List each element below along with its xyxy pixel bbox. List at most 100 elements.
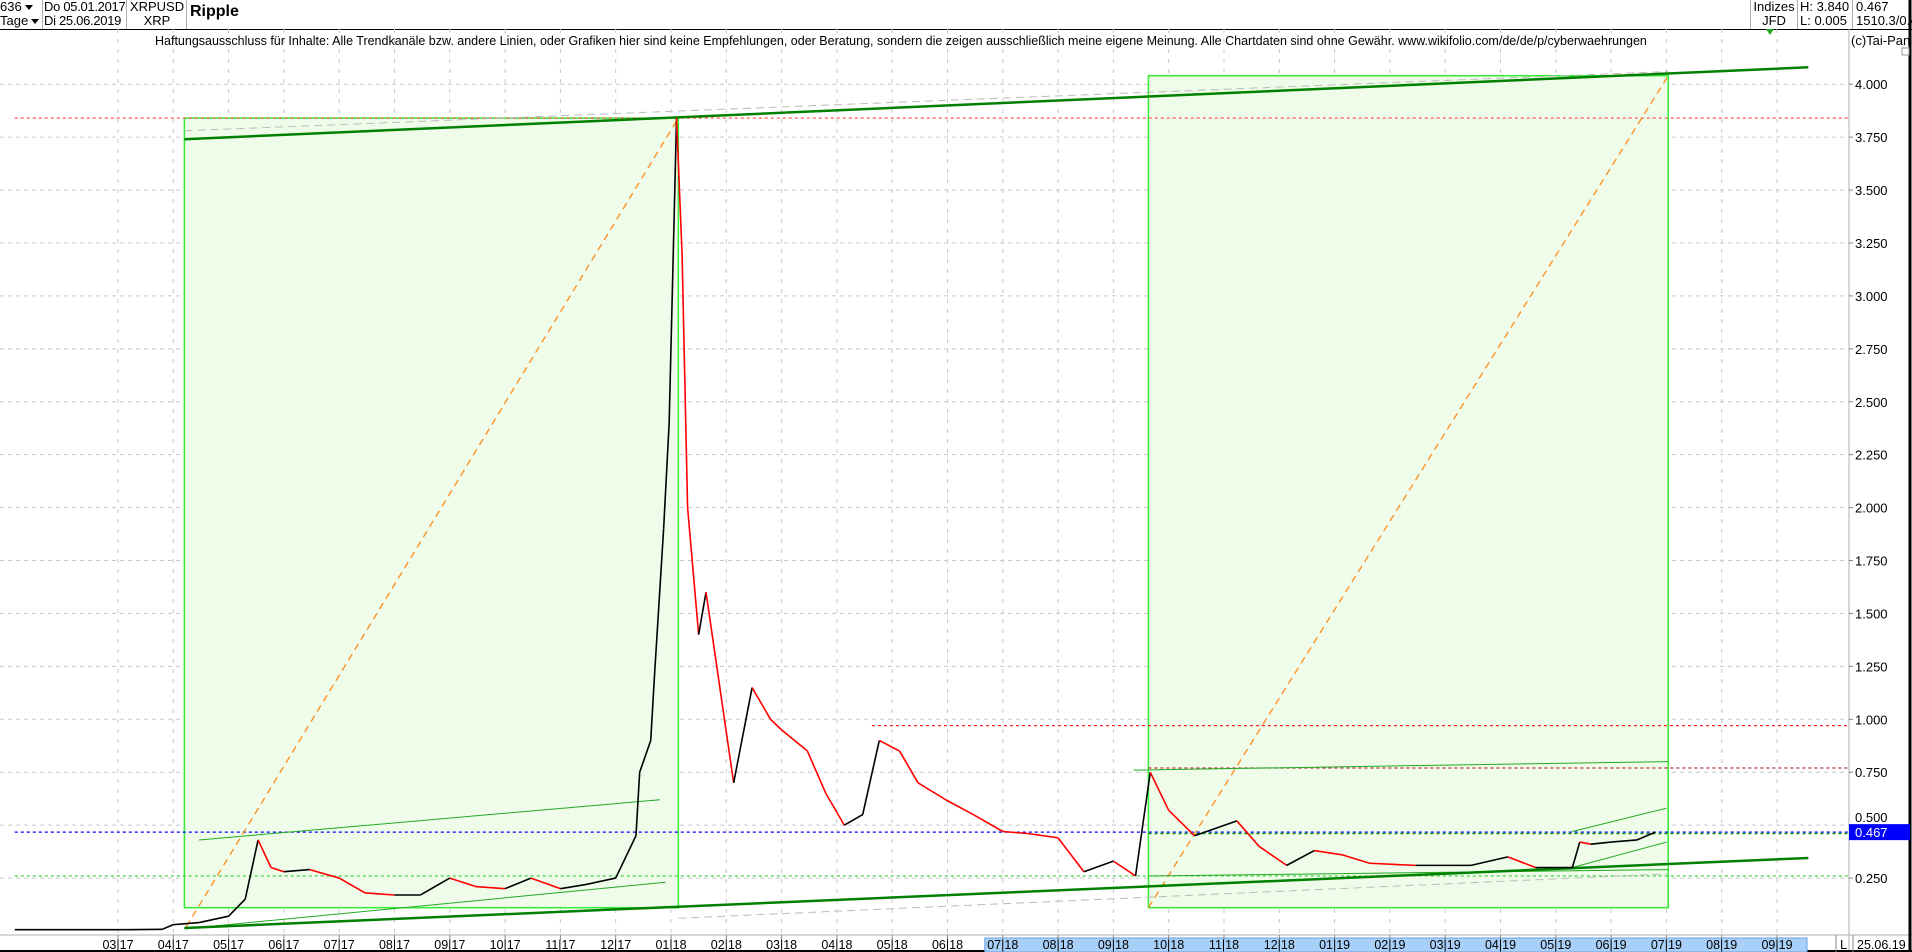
chart-header: 636 Tage Do 05.01.2017 Di 25.06.2019 XRP… xyxy=(0,0,1912,30)
price-candle xyxy=(1571,841,1581,868)
chevron-down-icon[interactable] xyxy=(24,5,33,11)
x-tick-label: 12|17 xyxy=(600,938,631,952)
y-tick-label: 1.500 xyxy=(1855,606,1888,621)
trend-line-main xyxy=(184,66,1809,141)
price-candle xyxy=(945,799,974,816)
price-candle xyxy=(1611,839,1637,843)
y-tick-label: 4.000 xyxy=(1855,77,1888,92)
price-candle xyxy=(825,792,845,826)
price-candle xyxy=(1507,856,1536,869)
price-candle xyxy=(635,772,641,836)
price-candle xyxy=(972,813,1004,833)
x-tick-label: 07|17 xyxy=(324,938,355,952)
x-tick-label: 02|19 xyxy=(1374,938,1405,952)
last-price-marker xyxy=(1849,824,1910,841)
price-candle xyxy=(751,687,772,720)
price-candle xyxy=(364,892,395,896)
price-candle xyxy=(653,528,665,678)
y-tick-label: 0.500 xyxy=(1855,810,1888,825)
price-candle xyxy=(504,877,532,890)
x-tick-label: 11|17 xyxy=(545,938,575,952)
price-candle xyxy=(1168,809,1196,837)
price-candle xyxy=(649,676,656,741)
date-from[interactable]: Do 05.01.2017 xyxy=(44,0,126,14)
date-range[interactable]: Do 05.01.2017 Di 25.06.2019 xyxy=(43,0,127,29)
price-candle xyxy=(257,839,272,868)
y-tick-label: 2.750 xyxy=(1855,342,1888,357)
trend-line-thin xyxy=(184,881,666,930)
high-low-cell: H: 3.840 L: 0.005 xyxy=(1798,0,1853,29)
collapse-icon xyxy=(1901,47,1910,56)
x-tick-label: 04|17 xyxy=(158,938,189,952)
x-tick-label: 10|17 xyxy=(490,938,521,952)
price-candle xyxy=(1341,854,1370,865)
y-tick-label: 3.250 xyxy=(1855,236,1888,251)
period-selector[interactable]: 636 Tage xyxy=(0,0,43,29)
price-candle xyxy=(675,118,683,254)
x-tick-label: 09|17 xyxy=(434,938,465,952)
source: JFD xyxy=(1762,13,1786,28)
date-to[interactable]: Di 25.06.2019 xyxy=(44,13,122,28)
price-candle xyxy=(769,718,783,731)
price-candle xyxy=(270,866,285,873)
price-candle xyxy=(283,868,310,873)
price-candle xyxy=(1002,830,1029,835)
price-candle xyxy=(530,877,561,890)
x-tick-label: 01|18 xyxy=(655,938,686,952)
market-cell: Indizes JFD xyxy=(1750,0,1798,29)
x-tick-label: 06|18 xyxy=(932,938,963,952)
trend-line-thin xyxy=(1148,869,1669,877)
price-candle xyxy=(1134,772,1152,877)
price-candle xyxy=(449,877,476,888)
symbol-short: XRP xyxy=(143,13,171,28)
symbol: XRPUSD xyxy=(129,0,185,14)
price-candle xyxy=(1579,841,1591,845)
price-candle xyxy=(861,740,881,815)
y-tick-label: 3.500 xyxy=(1855,183,1888,198)
bar-count[interactable]: 636 xyxy=(0,0,22,14)
visible-range-highlight xyxy=(984,937,1808,952)
y-tick-label: 2.000 xyxy=(1855,501,1888,516)
y-tick-label: 3.000 xyxy=(1855,289,1888,304)
price-candle xyxy=(668,118,678,423)
scale-mode-toggle[interactable]: L xyxy=(1840,937,1847,952)
low-value: L: 0.005 xyxy=(1800,13,1847,28)
y-tick-label: 3.750 xyxy=(1855,130,1888,145)
price-candle xyxy=(228,898,246,917)
x-tick-label: 06|19 xyxy=(1596,938,1627,952)
x-tick-label: 03|18 xyxy=(766,938,797,952)
x-tick-label: 09|18 xyxy=(1098,938,1129,952)
x-tick-label: 05|18 xyxy=(877,938,908,952)
x-tick-label: 04|19 xyxy=(1485,938,1516,952)
marker-triangle-icon xyxy=(1766,29,1774,35)
x-tick-label: 08|19 xyxy=(1706,938,1737,952)
x-tick-label: 06|17 xyxy=(268,938,299,952)
chevron-down-icon[interactable] xyxy=(31,19,40,25)
price-candle xyxy=(681,253,689,508)
price-candle xyxy=(697,592,707,635)
y-tick-label: 1.250 xyxy=(1855,659,1888,674)
last-value: 0.467 xyxy=(1856,0,1889,14)
extra-value: 1510.3/0.4 xyxy=(1856,13,1912,28)
x-tick-label: 08|18 xyxy=(1043,938,1074,952)
x-tick-label: 08|17 xyxy=(379,938,410,952)
price-candle xyxy=(1470,856,1509,867)
y-tick-label: 2.250 xyxy=(1855,448,1888,463)
x-tick-label: 05|19 xyxy=(1540,938,1571,952)
price-candle xyxy=(705,592,735,783)
price-candle xyxy=(732,687,753,783)
price-candle xyxy=(161,923,174,931)
disclaimer-text: Haftungsausschluss für Inhalte: Alle Tre… xyxy=(155,34,1647,48)
diagonal-line xyxy=(185,117,679,928)
price-candle xyxy=(662,422,670,529)
price-candle xyxy=(560,883,587,890)
price-candle xyxy=(1194,820,1238,837)
x-tick-label: 10|18 xyxy=(1153,938,1184,952)
range-box xyxy=(183,117,680,909)
interval-select[interactable]: Tage xyxy=(0,13,29,28)
last-cell: 0.467 1510.3/0.4 xyxy=(1856,0,1912,29)
price-candle xyxy=(1590,841,1612,845)
instrument-name: Ripple xyxy=(190,3,239,20)
price-candle xyxy=(686,507,700,635)
